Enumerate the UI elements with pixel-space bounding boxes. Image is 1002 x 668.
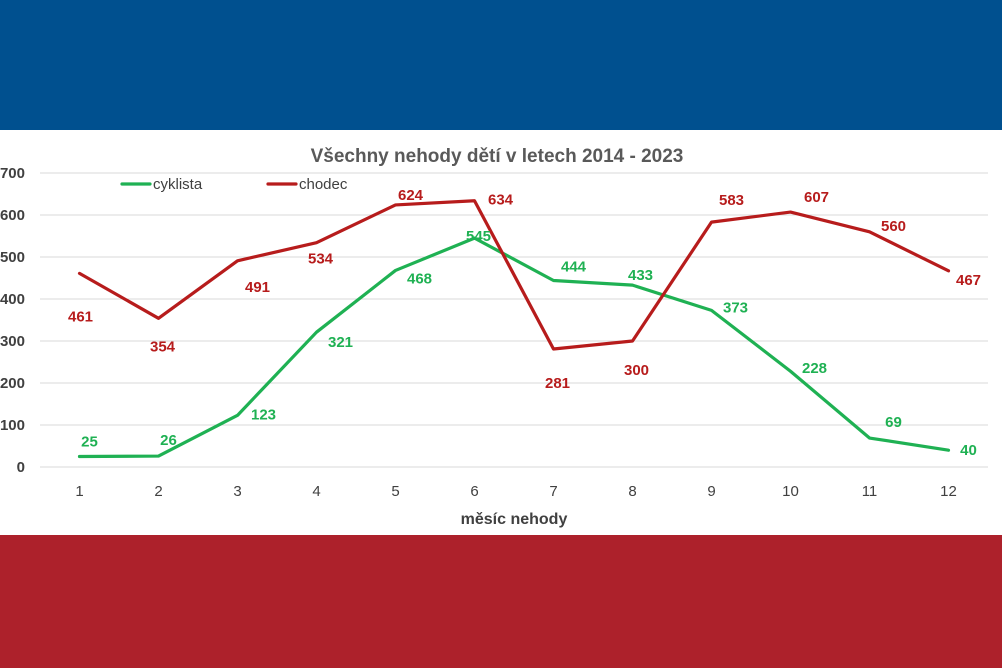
y-axis-ticks: 0 100 200 300 400 500 600 700 [0,165,25,476]
chart-title: Všechny nehody dětí v letech 2014 - 2023 [311,146,684,167]
x-tick-label: 12 [940,483,957,500]
x-tick-label: 5 [391,483,399,500]
x-tick-label: 10 [782,483,799,500]
x-tick-label: 2 [154,483,162,500]
data-label: 461 [68,308,93,325]
x-tick-label: 4 [312,483,320,500]
bottom-color-band [0,535,1002,668]
data-label: 467 [956,272,981,289]
data-label: 583 [719,192,744,209]
legend: cyklista chodec [120,176,348,193]
data-label: 634 [488,192,514,209]
series-line-cyklista [77,236,951,459]
series-line-chodec [77,199,951,351]
x-tick-label: 8 [628,483,636,500]
data-label: 26 [160,432,177,449]
data-label: 468 [407,270,432,287]
data-label: 444 [561,259,587,276]
data-label: 300 [624,362,649,379]
y-tick-label: 300 [0,333,25,350]
x-tick-label: 7 [549,483,557,500]
data-label: 534 [308,251,334,268]
y-tick-label: 0 [17,459,25,476]
x-axis-label: měsíc nehody [461,511,568,528]
data-label: 281 [545,375,570,392]
y-tick-label: 600 [0,207,25,224]
legend-label-cyklista: cyklista [153,176,203,193]
data-label: 373 [723,299,748,316]
data-labels: 25 26 123 321 468 545 444 433 373 228 69 40 461 354 49… [68,187,981,459]
gridlines [40,172,988,468]
data-label: 40 [960,442,977,459]
chart-area: Všechny nehody dětí v letech 2014 - 2023… [0,130,1002,535]
legend-label-chodec: chodec [299,176,348,193]
data-label: 545 [466,228,491,245]
y-tick-label: 100 [0,417,25,434]
line-chart: Všechny nehody dětí v letech 2014 - 2023… [0,146,988,528]
data-label: 228 [802,360,827,377]
y-tick-label: 700 [0,165,25,182]
data-label: 25 [81,434,98,451]
data-label: 123 [251,406,276,423]
data-label: 491 [245,279,270,296]
y-tick-label: 400 [0,291,25,308]
data-label: 607 [804,189,829,206]
data-label: 560 [881,218,906,235]
y-tick-label: 200 [0,375,25,392]
x-tick-label: 11 [862,483,878,500]
series-lines [77,199,951,459]
x-axis-ticks: 1 2 3 4 5 6 7 8 9 10 11 12 [75,483,957,500]
data-label: 321 [328,334,353,351]
x-tick-label: 3 [233,483,241,500]
data-label: 354 [150,338,176,355]
x-tick-label: 1 [75,483,83,500]
x-tick-label: 6 [470,483,478,500]
top-color-band [0,0,1002,130]
y-tick-label: 500 [0,249,25,266]
data-label: 433 [628,267,653,284]
x-tick-label: 9 [707,483,715,500]
data-label: 624 [398,187,424,204]
data-label: 69 [885,414,902,431]
